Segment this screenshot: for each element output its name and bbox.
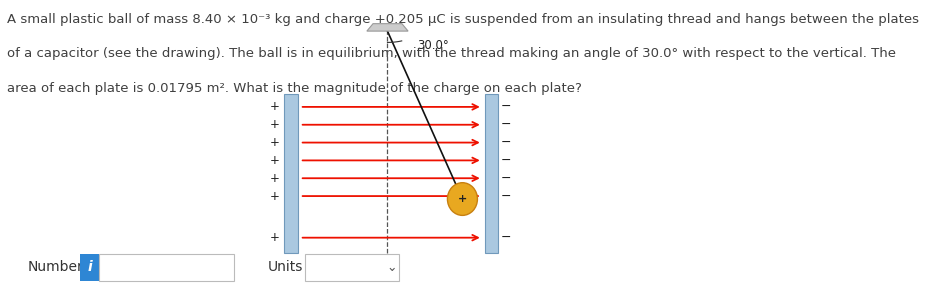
Text: ⌄: ⌄ (386, 261, 396, 274)
Polygon shape (284, 94, 297, 253)
Text: Units: Units (267, 260, 303, 274)
Text: −: − (501, 154, 511, 167)
Ellipse shape (447, 183, 477, 215)
Text: +: + (269, 154, 279, 167)
Text: +: + (269, 231, 279, 244)
Text: −: − (501, 190, 511, 202)
Polygon shape (99, 254, 233, 281)
Text: +: + (269, 100, 279, 113)
Text: −: − (501, 231, 511, 244)
Text: −: − (501, 172, 511, 185)
Text: +: + (269, 118, 279, 131)
Text: A small plastic ball of mass 8.40 × 10⁻³ kg and charge +0.205 μC is suspended fr: A small plastic ball of mass 8.40 × 10⁻³… (8, 13, 919, 26)
Polygon shape (367, 24, 408, 31)
Text: +: + (458, 194, 467, 204)
Text: Number: Number (27, 260, 84, 274)
Text: of a capacitor (see the drawing). The ball is in equilibrium, with the thread ma: of a capacitor (see the drawing). The ba… (8, 47, 897, 61)
Text: +: + (269, 172, 279, 185)
Text: −: − (501, 136, 511, 149)
Polygon shape (485, 94, 499, 253)
Text: −: − (501, 100, 511, 113)
Text: area of each plate is 0.01795 m². What is the magnitude of the charge on each pl: area of each plate is 0.01795 m². What i… (8, 82, 582, 94)
Polygon shape (305, 254, 399, 281)
Text: i: i (88, 260, 92, 274)
Polygon shape (80, 254, 99, 281)
Text: 30.0°: 30.0° (418, 38, 449, 52)
Text: −: − (501, 118, 511, 131)
Text: +: + (269, 136, 279, 149)
Text: +: + (269, 190, 279, 202)
